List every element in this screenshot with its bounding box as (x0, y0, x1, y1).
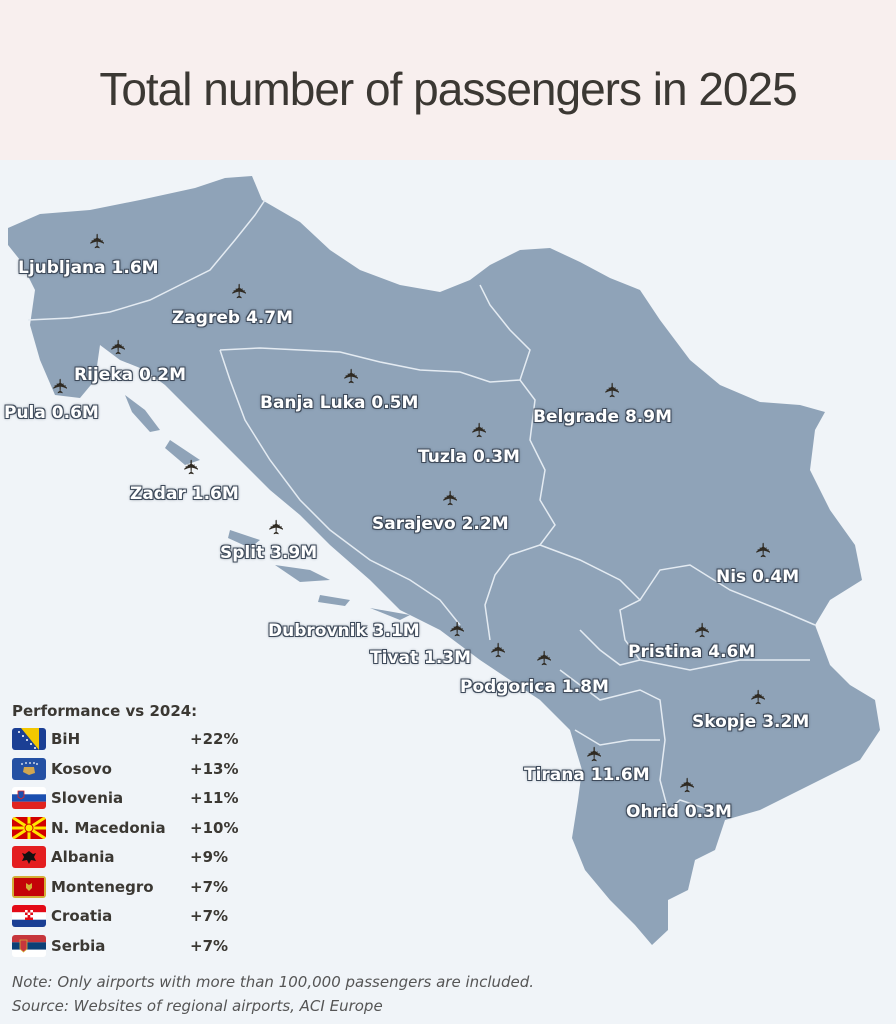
serbia-flag-icon (12, 934, 46, 957)
airport-label-podgorica: Podgorica 1.8M (460, 677, 609, 697)
legend-change: +9% (190, 848, 229, 866)
island (228, 530, 260, 548)
airport-label-tivat: Tivat 1.3M (370, 648, 472, 668)
airplane-icon: ✈ (264, 518, 289, 536)
airport-label-zadar: Zadar 1.6M (130, 484, 239, 504)
legend-change: +7% (190, 936, 229, 955)
legend-row: N. Macedonia +10% (10, 815, 240, 845)
airplane-icon: ✈ (179, 458, 204, 476)
airplane-icon: ✈ (438, 489, 463, 507)
airport-label-tirana: Tirana 11.6M (524, 765, 650, 785)
airport-label-sarajevo: Sarajevo 2.2M (372, 514, 509, 534)
legend-country: N. Macedonia (51, 818, 166, 837)
country-borders (27, 199, 816, 812)
legend-change: +11% (190, 789, 239, 807)
airport-label-zagreb: Zagreb 4.7M (172, 308, 294, 328)
airport-label-skopje: Skopje 3.2M (692, 712, 810, 732)
legend-country: Slovenia (51, 789, 124, 807)
airport-label-rijeka: Rijeka 0.2M (74, 365, 187, 385)
airplane-icon: ✈ (600, 381, 625, 399)
airplane-icon: ✈ (467, 421, 492, 439)
island (318, 595, 350, 606)
airplane-icon: ✈ (48, 377, 73, 395)
island (370, 608, 410, 620)
island (165, 440, 200, 465)
airport-label-pristina: Pristina 4.6M (628, 642, 756, 662)
airplane-icon: ✈ (227, 282, 252, 300)
island (125, 395, 160, 432)
legend-change: +7% (190, 877, 229, 896)
legend-row: Croatia +7% (10, 903, 240, 933)
airplane-icon: ✈ (445, 620, 470, 638)
airplane-icon: ✈ (582, 745, 607, 763)
airport-label-ohrid: Ohrid 0.3M (626, 802, 732, 822)
region-map (8, 176, 880, 945)
airport-label-split: Split 3.9M (220, 543, 318, 563)
airplane-icon: ✈ (85, 232, 110, 250)
footnotes: Note: Only airports with more than 100,0… (12, 970, 534, 1018)
slovenia-flag-icon (12, 787, 46, 809)
airplane-icon: ✈ (532, 649, 557, 667)
airport-label-dubrovnik: Dubrovnik 3.1M (268, 621, 420, 641)
legend-row: Kosovo +13% (10, 756, 240, 786)
airport-label-pula: Pula 0.6M (4, 403, 99, 423)
legend-row: BiH +22% (10, 726, 240, 756)
kosovo-flag-icon (12, 757, 46, 780)
airplane-icon: ✈ (675, 776, 700, 794)
header-band (0, 0, 896, 160)
airplane-icon: ✈ (106, 338, 131, 356)
source-text: Source: Websites of regional airports, A… (12, 997, 383, 1015)
page-title: Total number of passengers in 2025 (99, 63, 797, 115)
airplane-icon: ✈ (486, 641, 511, 659)
legend-country: Albania (51, 848, 115, 866)
bosnia-flag-icon (12, 728, 46, 750)
albania-flag-icon (12, 846, 46, 868)
legend-change: +10% (190, 818, 239, 837)
legend-country: Croatia (51, 907, 113, 925)
legend-country: BiH (51, 730, 81, 748)
airplane-icon: ✈ (690, 621, 715, 639)
legend-country: Montenegro (51, 877, 154, 896)
north-macedonia-flag-icon (12, 816, 46, 839)
legend-change: +7% (190, 907, 229, 925)
legend-row: Albania +9% (10, 844, 240, 874)
note-text: Note: Only airports with more than 100,0… (12, 973, 535, 991)
croatia-flag-icon (12, 905, 46, 927)
airplane-icon: ✈ (746, 688, 771, 706)
airport-label-nis: Nis 0.4M (716, 567, 800, 587)
airplane-icon: ✈ (751, 541, 776, 559)
airport-label-belgrade: Belgrade 8.9M (533, 407, 672, 427)
legend-country: Kosovo (51, 759, 112, 778)
performance-legend: Performance vs 2024: BiH +22% Kosovo +13… (10, 702, 240, 962)
legend-row: Serbia +7% (10, 933, 240, 963)
airport-label-tuzla: Tuzla 0.3M (418, 447, 520, 467)
airplane-icon: ✈ (339, 367, 364, 385)
airport-label-banja-luka: Banja Luka 0.5M (260, 393, 419, 413)
legend-change: +13% (190, 759, 239, 778)
legend-row: Montenegro +7% (10, 874, 240, 904)
legend-title: Performance vs 2024: (12, 702, 198, 720)
legend-row: Slovenia +11% (10, 785, 240, 815)
island (275, 565, 330, 582)
map-area: ✈ ✈ ✈ ✈ ✈ ✈ ✈ ✈ ✈ ✈ ✈ ✈ ✈ ✈ ✈ ✈ ✈ ✈ Ljub… (0, 160, 896, 1024)
legend-country: Serbia (51, 936, 106, 955)
montenegro-flag-icon (12, 875, 46, 898)
legend-change: +22% (190, 730, 239, 748)
airport-label-ljubljana: Ljubljana 1.6M (18, 258, 159, 278)
